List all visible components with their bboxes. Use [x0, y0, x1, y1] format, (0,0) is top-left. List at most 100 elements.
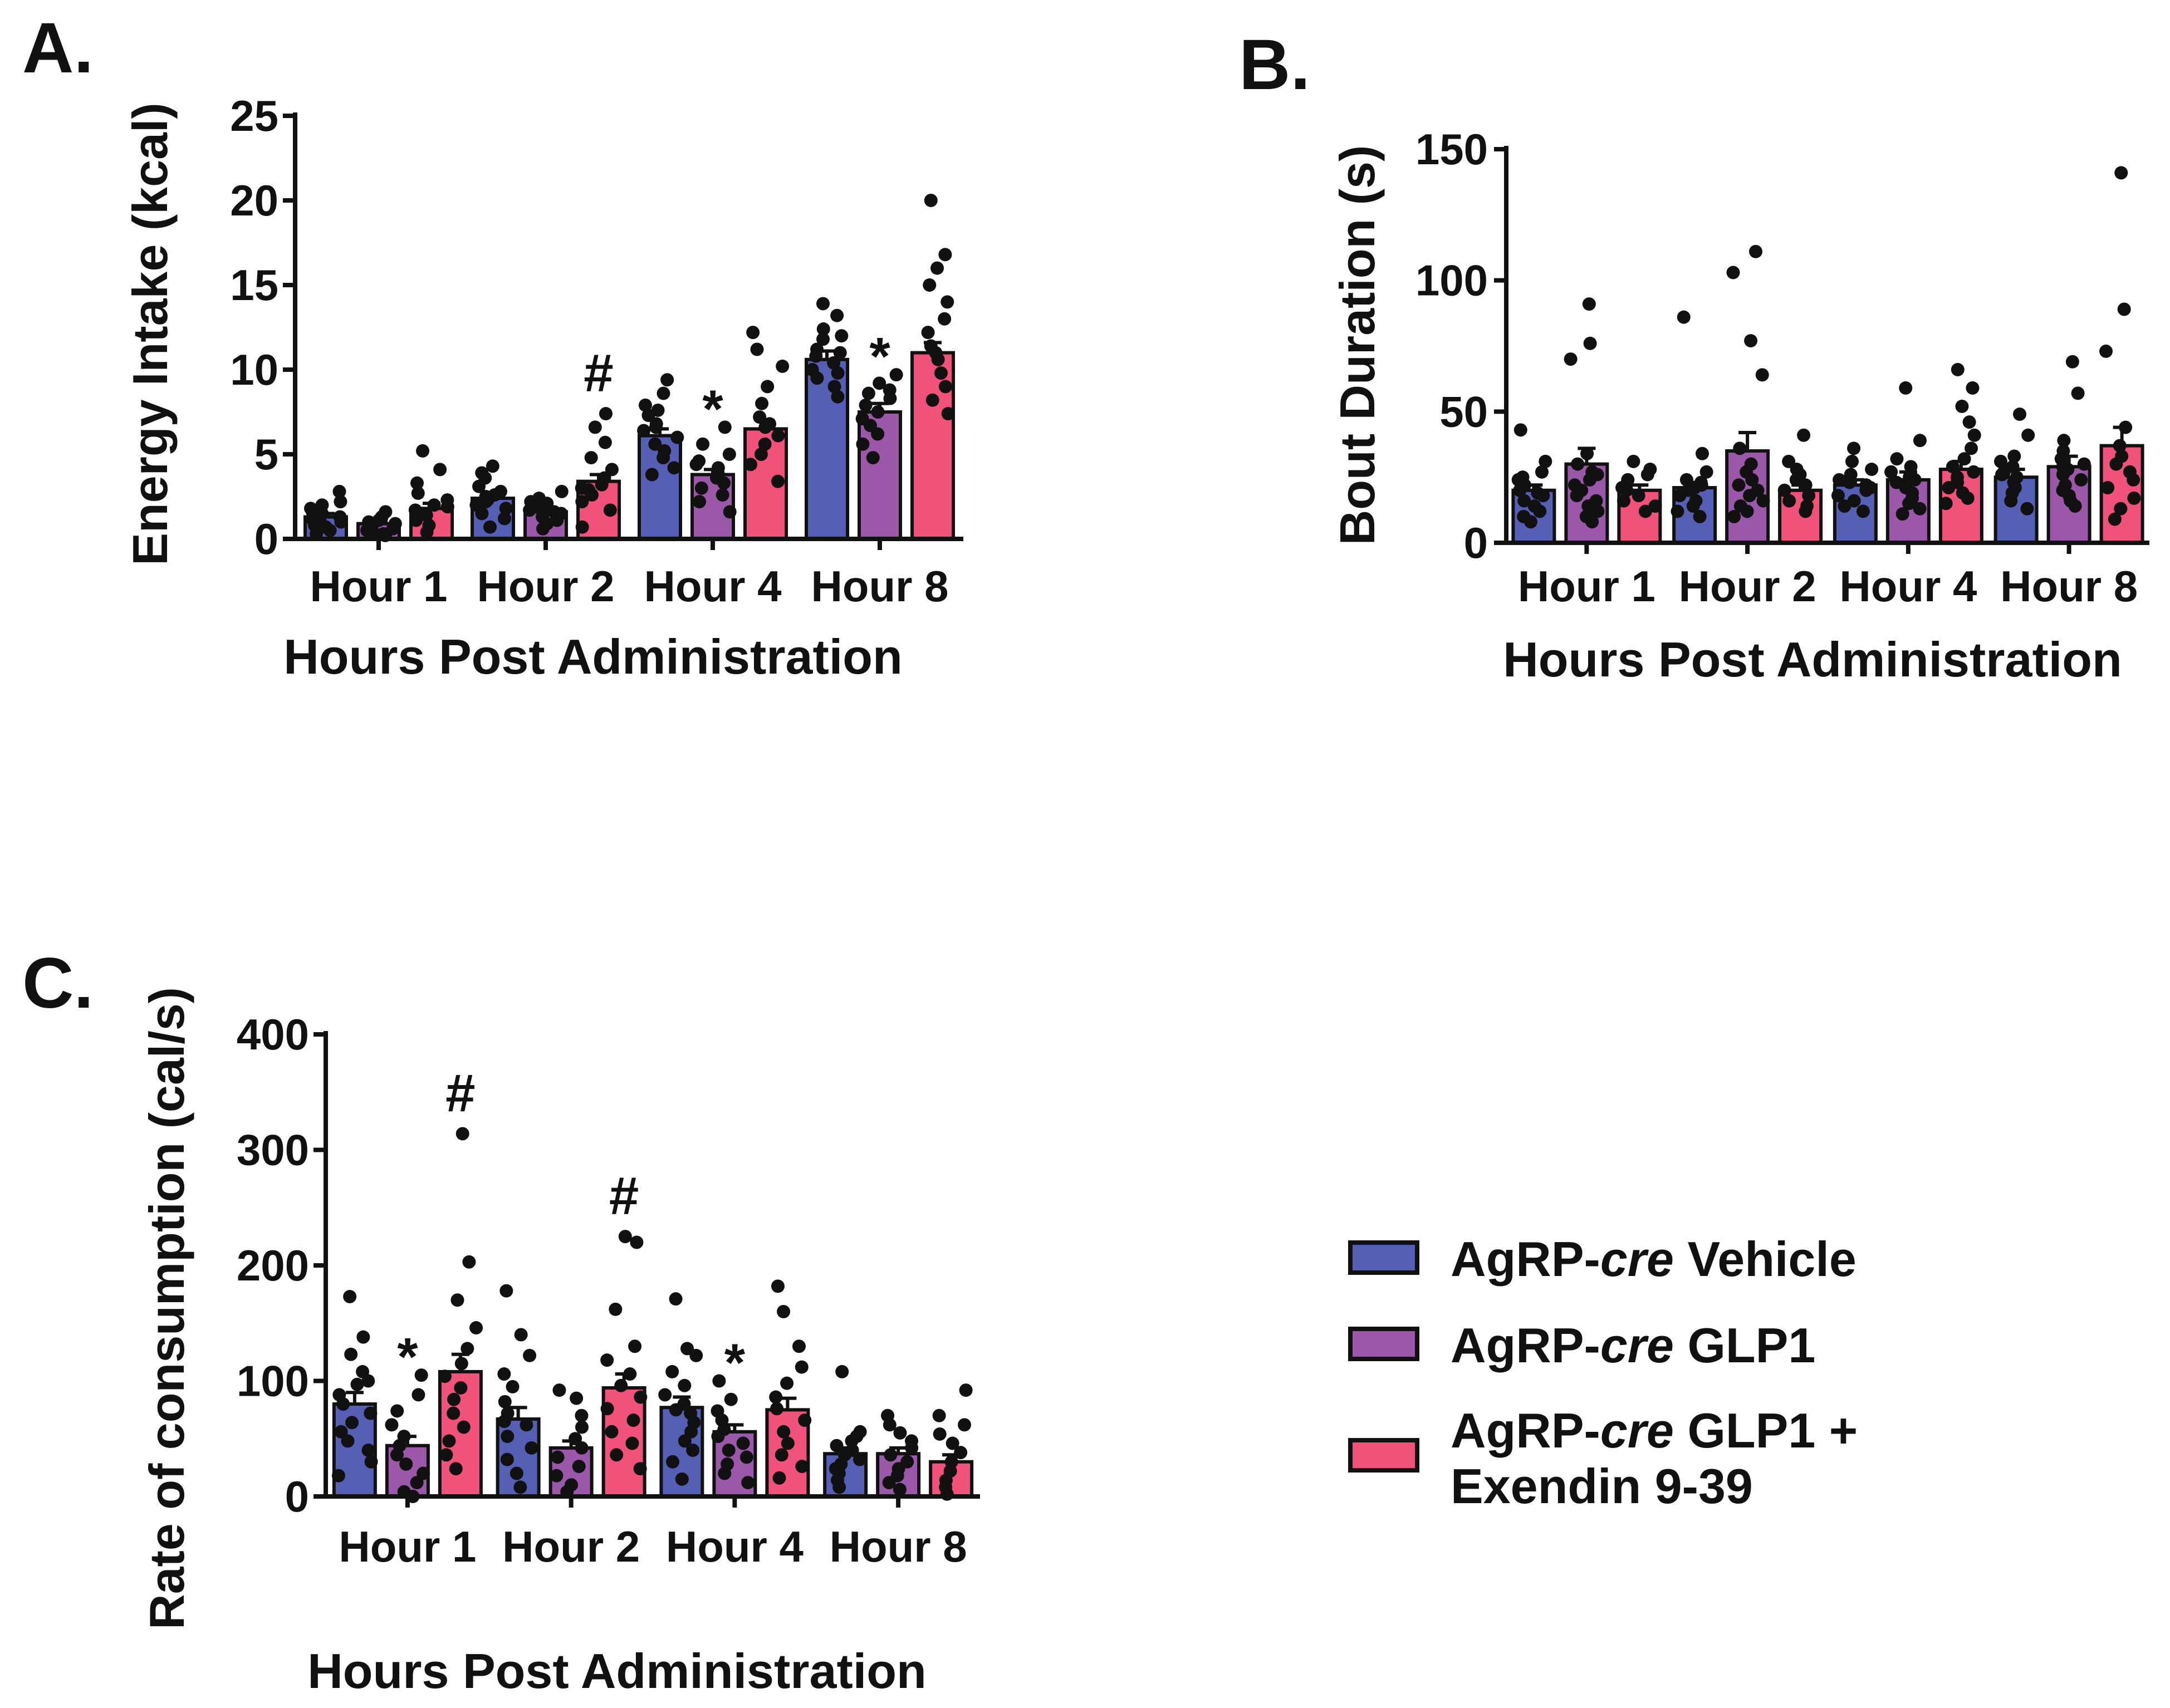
data-point — [893, 1426, 907, 1440]
data-point — [921, 326, 935, 340]
data-point — [575, 1441, 589, 1455]
data-point — [933, 1427, 947, 1441]
data-point — [798, 1413, 812, 1427]
x-tick-label: Hour 4 — [644, 562, 781, 611]
data-point — [1847, 441, 1861, 455]
data-point — [667, 461, 681, 475]
data-point — [1638, 504, 1652, 518]
data-point — [853, 1452, 867, 1466]
data-point — [1777, 483, 1791, 497]
panel-letter-a: A. — [22, 8, 94, 88]
data-point — [1733, 441, 1747, 455]
x-tick-label: Hour 1 — [310, 562, 447, 611]
data-point — [308, 518, 322, 532]
x-tick-label: Hour 4 — [666, 1522, 804, 1571]
data-point — [763, 417, 777, 431]
data-point — [1640, 468, 1654, 482]
data-point — [547, 505, 561, 519]
data-point — [390, 1404, 404, 1418]
legend-label-glp1-exendin: AgRP-cre GLP1 + — [1451, 1403, 1858, 1458]
data-point — [2109, 457, 2123, 471]
y-tick-label: 100 — [1415, 256, 1488, 305]
y-tick-label: 20 — [230, 176, 278, 225]
data-point — [678, 1434, 692, 1448]
data-point — [645, 468, 659, 482]
data-point — [883, 1418, 897, 1432]
data-point — [499, 502, 513, 516]
data-point — [575, 1408, 589, 1422]
data-point — [771, 429, 785, 443]
data-point — [1517, 494, 1531, 508]
data-point — [866, 451, 880, 465]
y-tick-label: 0 — [1464, 518, 1488, 567]
data-point — [923, 278, 937, 292]
data-point — [893, 1483, 907, 1496]
data-point — [938, 312, 952, 326]
data-point — [536, 522, 550, 536]
data-point — [954, 1446, 968, 1460]
data-point — [1967, 428, 1981, 442]
data-point — [306, 505, 320, 519]
data-point — [501, 1430, 515, 1444]
data-point — [605, 1425, 619, 1439]
data-point — [1744, 334, 1758, 348]
data-point — [411, 486, 425, 500]
data-point — [497, 1367, 511, 1381]
data-point — [1693, 509, 1707, 523]
data-point — [332, 484, 346, 498]
data-point — [1913, 434, 1927, 448]
data-point — [1899, 381, 1913, 395]
data-point — [386, 522, 400, 536]
data-point — [1615, 481, 1629, 495]
data-point — [1962, 415, 1976, 429]
data-point — [344, 1347, 358, 1361]
data-point — [334, 1425, 348, 1439]
data-point — [930, 261, 944, 275]
data-point — [1957, 452, 1971, 466]
data-point — [633, 1462, 647, 1476]
data-point — [331, 1469, 345, 1483]
x-tick-label: Hour 2 — [1679, 562, 1816, 611]
data-point — [884, 1448, 898, 1462]
data-point — [1524, 515, 1537, 529]
data-point — [2119, 420, 2133, 434]
data-point — [925, 393, 939, 407]
data-point — [1671, 504, 1684, 518]
data-point — [390, 1448, 404, 1462]
data-point — [1743, 489, 1757, 503]
data-point — [1583, 336, 1597, 350]
plot-area-a: 0 5 10 15 20 25 Hour 1 Hour 2 Hour 4 Hour 8 # * * — [230, 91, 963, 611]
data-point — [1696, 446, 1709, 460]
data-point — [457, 1420, 471, 1434]
data-point — [598, 435, 612, 449]
data-point — [680, 1342, 694, 1356]
data-point — [946, 1436, 959, 1450]
data-point — [552, 1383, 566, 1397]
data-point — [475, 507, 489, 521]
data-point — [1966, 381, 1980, 395]
data-point — [588, 420, 602, 434]
legend-item-vehicle: AgRP-cre Vehicle — [1348, 1231, 1856, 1287]
data-point — [420, 525, 434, 539]
data-point — [433, 463, 447, 477]
data-point — [609, 1302, 623, 1316]
data-point — [1782, 494, 1796, 508]
data-point — [1843, 475, 1856, 489]
data-point — [816, 322, 830, 336]
data-point — [336, 1397, 350, 1411]
data-point — [572, 1460, 586, 1474]
data-point — [410, 1476, 424, 1490]
data-point — [1865, 463, 1879, 477]
data-point — [1673, 489, 1687, 503]
data-point — [1904, 460, 1918, 474]
data-point — [772, 1471, 786, 1485]
data-point — [399, 1457, 413, 1471]
data-point — [499, 1284, 513, 1298]
data-point — [696, 437, 710, 451]
y-tick-label: 10 — [230, 345, 278, 394]
data-point — [524, 495, 538, 509]
data-point — [625, 1436, 639, 1450]
data-point — [938, 248, 952, 262]
data-point — [1727, 509, 1741, 523]
data-point — [2114, 502, 2128, 516]
